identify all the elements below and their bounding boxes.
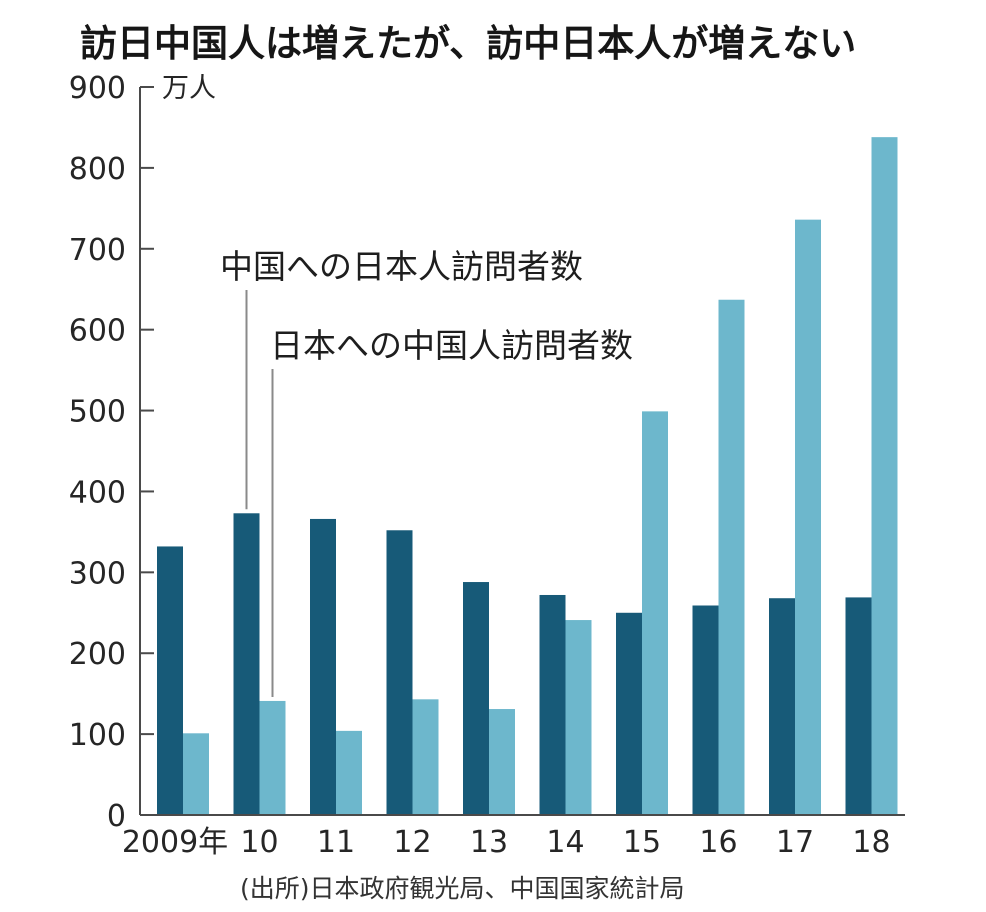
- legend-label-japanese-to-china: 中国への日本人訪問者数: [220, 247, 583, 286]
- legend-label-chinese-to-japan: 日本への中国人訪問者数: [270, 326, 633, 365]
- x-tick-label: 16: [699, 825, 737, 860]
- source-note: (出所)日本政府観光局、中国国家統計局: [240, 874, 685, 903]
- bar-chinese-to-japan: [719, 300, 745, 815]
- x-axis: 2009年 10 11 12 13 14 15 16 17 18: [122, 815, 905, 860]
- x-tick-label: 18: [852, 825, 890, 860]
- x-tick-label: 11: [317, 825, 355, 860]
- y-tick-label: 500: [69, 395, 126, 430]
- y-tick-label: 400: [69, 475, 126, 510]
- y-tick-label: 900: [69, 71, 126, 106]
- x-tick-label: 12: [393, 825, 431, 860]
- bar-chinese-to-japan: [336, 731, 362, 815]
- x-tick-label: 17: [776, 825, 814, 860]
- bar-japanese-to-china: [234, 513, 260, 815]
- chart-title: 訪日中国人は増えたが、訪中日本人が増えない: [80, 22, 856, 65]
- x-tick-label: 13: [470, 825, 508, 860]
- bar-chinese-to-japan: [872, 137, 898, 815]
- y-tick-label: 700: [69, 233, 126, 268]
- bar-japanese-to-china: [693, 605, 719, 815]
- bar-japanese-to-china: [387, 530, 413, 815]
- y-tick-label: 600: [69, 314, 126, 349]
- x-tick-label: 14: [546, 825, 584, 860]
- bar-chinese-to-japan: [413, 699, 439, 815]
- y-tick-label: 300: [69, 556, 126, 591]
- bars: [157, 137, 898, 815]
- bar-japanese-to-china: [463, 582, 489, 815]
- y-axis-unit: 万人: [162, 73, 216, 104]
- x-tick-label: 2009年: [122, 825, 228, 860]
- bar-chart: 訪日中国人は増えたが、訪中日本人が増えない 010020030040050060…: [0, 0, 986, 912]
- bar-chinese-to-japan: [489, 709, 515, 815]
- y-tick-label: 100: [69, 718, 126, 753]
- y-tick-label: 800: [69, 152, 126, 187]
- bar-japanese-to-china: [846, 597, 872, 815]
- bar-chinese-to-japan: [260, 701, 286, 815]
- bar-chinese-to-japan: [183, 733, 209, 815]
- chart: 訪日中国人は増えたが、訪中日本人が増えない 0 100 200 300 400 500 60…: [0, 0, 986, 912]
- bar-chinese-to-japan: [566, 620, 592, 815]
- bar-japanese-to-china: [616, 613, 642, 815]
- bar-japanese-to-china: [310, 519, 336, 815]
- x-tick-label: 15: [623, 825, 661, 860]
- y-tick-label: 200: [69, 637, 126, 672]
- bar-japanese-to-china: [540, 595, 566, 815]
- bar-chinese-to-japan: [642, 411, 668, 815]
- bar-japanese-to-china: [769, 598, 795, 815]
- x-tick-label: 10: [240, 825, 278, 860]
- bar-japanese-to-china: [157, 546, 183, 815]
- bar-chinese-to-japan: [795, 220, 821, 815]
